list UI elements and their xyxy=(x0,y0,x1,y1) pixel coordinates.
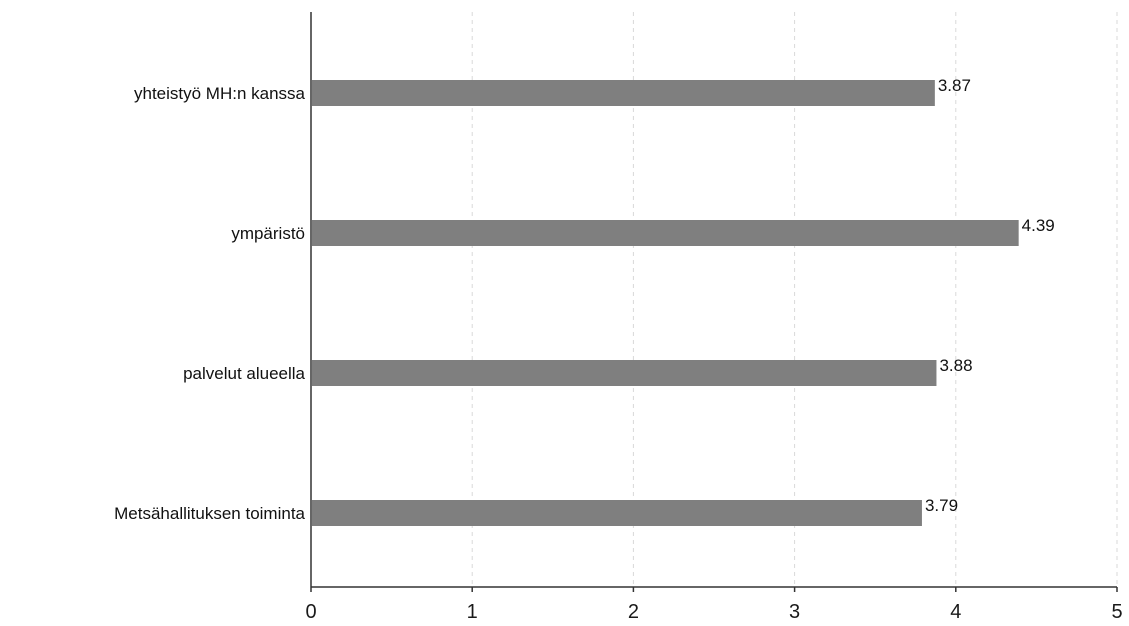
category-label-0: yhteistyö MH:n kanssa xyxy=(134,84,306,103)
x-tick-label-3: 3 xyxy=(789,601,800,623)
x-tick-label-4: 4 xyxy=(950,601,961,623)
bar-3 xyxy=(312,500,922,526)
bar-1 xyxy=(312,220,1019,246)
axis-layer xyxy=(310,12,1118,592)
data-label-2: 3.88 xyxy=(939,356,972,375)
x-tick-label-0: 0 xyxy=(305,601,316,623)
label-layer: yhteistyö MH:n kanssa 3.87 ympäristö 4.39 pa… xyxy=(114,76,1122,623)
data-label-0: 3.87 xyxy=(938,76,971,95)
x-tick-label-1: 1 xyxy=(467,601,478,623)
data-label-3: 3.79 xyxy=(925,496,958,515)
category-label-1: ympäristö xyxy=(231,224,305,243)
category-label-2: palvelut alueella xyxy=(183,364,305,383)
bar-2 xyxy=(312,360,937,386)
x-tick-label-5: 5 xyxy=(1111,601,1122,623)
x-tick-label-2: 2 xyxy=(628,601,639,623)
bar-layer xyxy=(312,80,1019,526)
bar-0 xyxy=(312,80,935,106)
data-label-1: 4.39 xyxy=(1022,216,1055,235)
category-label-3: Metsähallituksen toiminta xyxy=(114,504,305,523)
